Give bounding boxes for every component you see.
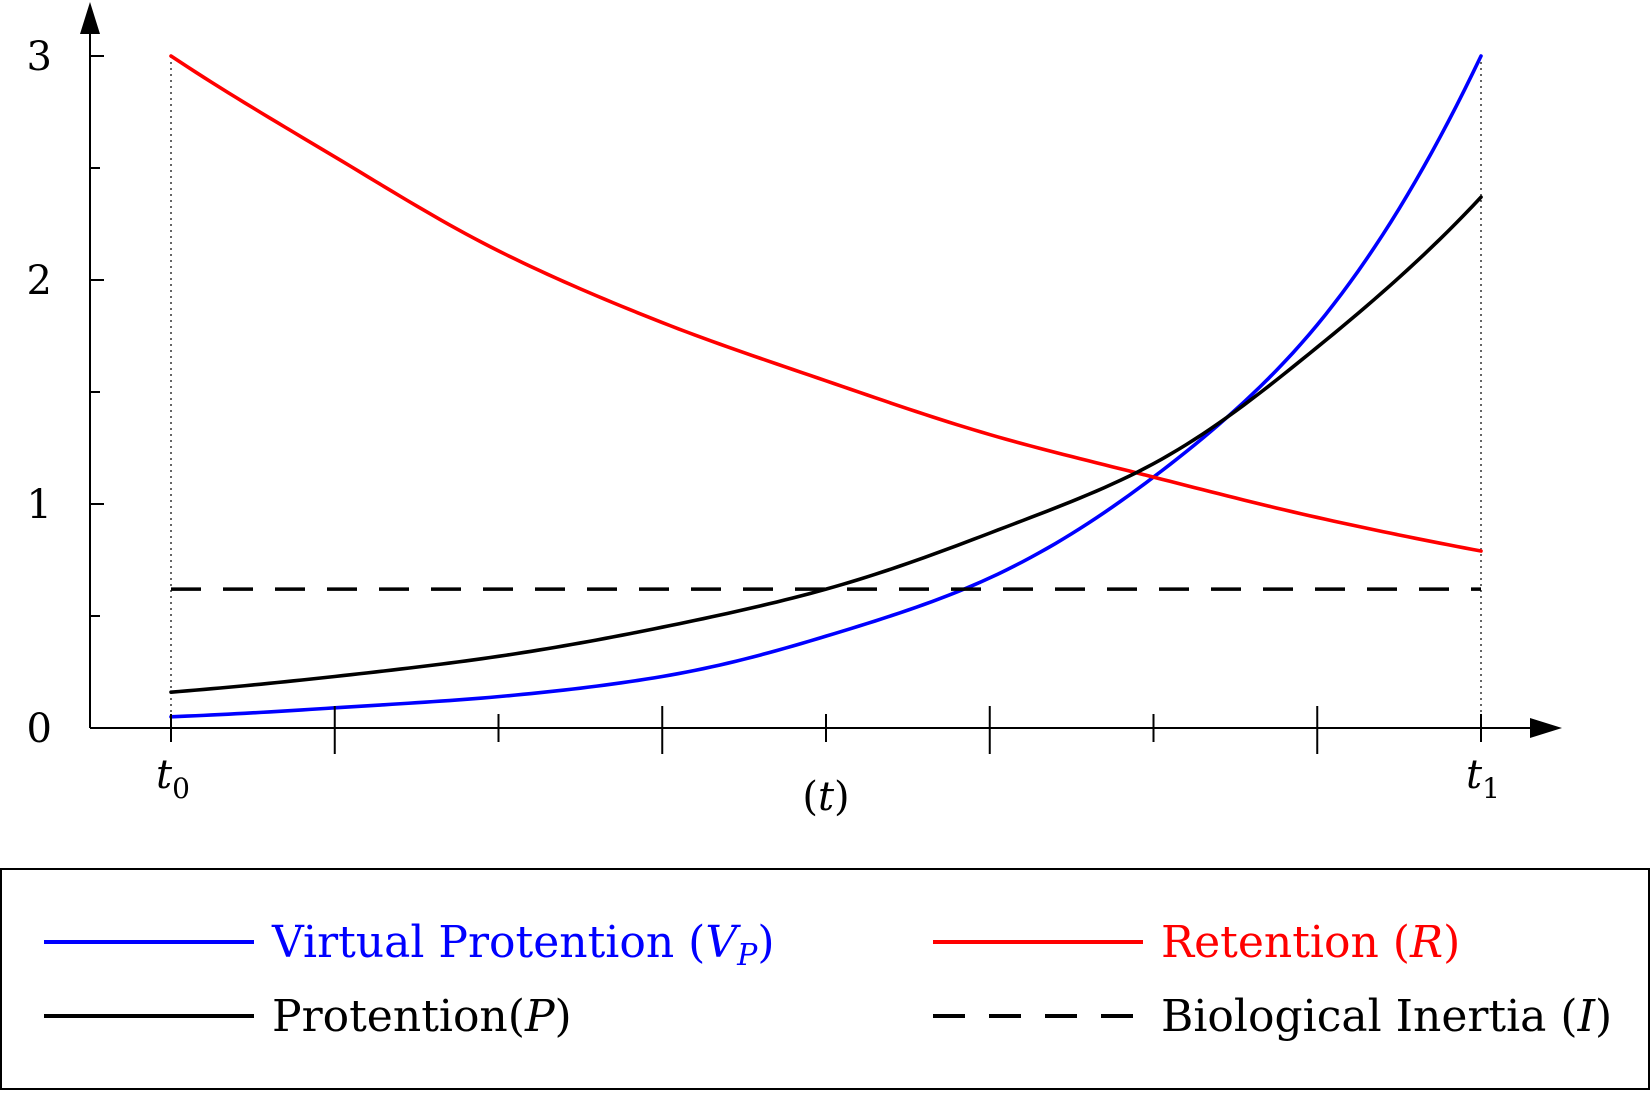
legend-box [0, 868, 1650, 1090]
legend: Virtual Protention (VP) Retention (R) Prot… [0, 868, 1650, 1090]
y-tick-label: 2 [27, 258, 52, 304]
legend-label: Protention(P) [272, 991, 572, 1042]
y-tick-label: 1 [27, 482, 52, 528]
y-axis-arrow [80, 2, 100, 34]
y-tick-label: 3 [27, 34, 52, 80]
x-axis-label: (t) [802, 774, 849, 820]
legend-entry-protention: Protention(P) [44, 991, 572, 1042]
legend-entry-retention: Retention (R) [933, 917, 1460, 968]
x-tick-label-t0: t0 [156, 752, 190, 805]
series-line-virtual-protention [169, 54, 1483, 719]
x-axis-arrow [1530, 718, 1562, 738]
series-line-retention [169, 54, 1483, 553]
legend-entry-virtual-protention: Virtual Protention (VP) [44, 917, 774, 973]
x-tick-label-t1: t1 [1466, 752, 1500, 805]
series-line-protention [169, 195, 1483, 694]
legend-label: Biological Inertia (I) [1161, 991, 1612, 1042]
legend-entry-biological-inertia: Biological Inertia (I) [933, 991, 1612, 1042]
legend-label: Virtual Protention (VP) [271, 917, 774, 973]
plot-area [169, 54, 1483, 728]
y-tick-label: 0 [27, 706, 52, 752]
tick-labels: 0 1 2 3 t0 t1 (t) [27, 34, 1500, 820]
legend-label: Retention (R) [1161, 917, 1460, 968]
axes [80, 2, 1562, 754]
